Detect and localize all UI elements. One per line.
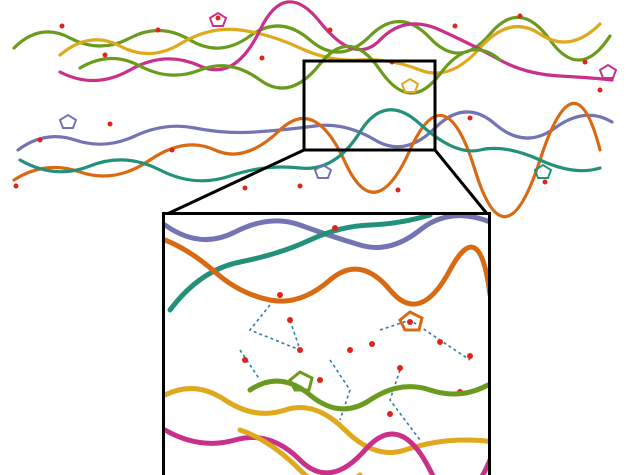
zoom-content: [165, 215, 488, 475]
zoom-line: [433, 149, 490, 216]
rings: [58, 11, 618, 179]
zoom-box: [162, 212, 491, 475]
zoom-line: [164, 148, 305, 217]
hydrogen-bonds: [239, 304, 471, 441]
zoom-source-box: [302, 59, 437, 152]
atoms: [13, 13, 603, 193]
bottom-helix: [12, 101, 614, 219]
top-helix: [12, 0, 614, 95]
